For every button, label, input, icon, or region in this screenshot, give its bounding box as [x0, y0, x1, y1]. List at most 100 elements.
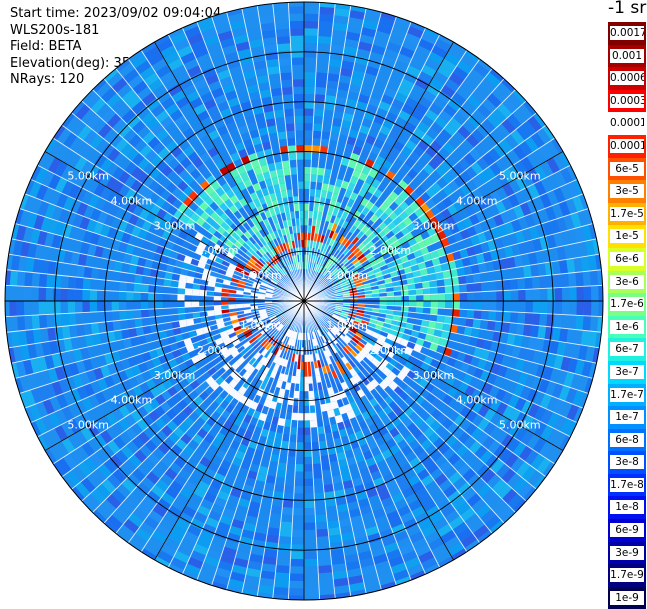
range-gate-cell — [200, 235, 210, 245]
range-gate-cell — [261, 279, 270, 286]
range-gate-cell — [270, 316, 278, 323]
range-gate-cell — [203, 362, 214, 372]
range-gate-cell — [452, 292, 460, 301]
range-gate-cell — [204, 73, 220, 86]
range-gate-cell — [79, 498, 96, 515]
range-gate-cell — [366, 270, 375, 277]
range-gate-cell — [182, 145, 196, 158]
range-gate-cell — [456, 220, 467, 232]
range-gate-cell — [399, 46, 415, 59]
range-gate-cell — [330, 346, 338, 354]
range-gate-cell — [547, 301, 555, 315]
range-gate-cell — [398, 357, 408, 367]
range-gate-cell — [260, 315, 269, 320]
range-gate-cell — [229, 104, 243, 115]
colorbar-level: 1e-9 — [608, 586, 646, 609]
range-gate-cell — [478, 262, 487, 274]
range-gate-cell — [265, 475, 277, 484]
range-gate-cell — [353, 276, 362, 282]
range-gate-cell — [492, 331, 502, 343]
range-gate-cell — [365, 240, 375, 249]
range-gate-cell — [251, 456, 262, 466]
range-gate-cell — [282, 267, 289, 275]
range-gate-cell — [293, 101, 304, 109]
range-gate-cell — [442, 103, 458, 118]
range-gate-cell — [539, 275, 548, 289]
range-gate-cell — [274, 191, 283, 200]
range-gate-cell — [222, 114, 236, 126]
range-gate-cell — [379, 234, 389, 244]
range-gate-cell — [245, 239, 254, 248]
range-gate-cell — [338, 428, 348, 438]
range-gate-cell — [297, 413, 304, 421]
range-gate-cell — [165, 264, 175, 274]
range-gate-cell — [361, 473, 373, 485]
range-gate-cell — [364, 433, 375, 444]
range-gate-cell — [480, 509, 497, 525]
range-gate-cell — [348, 84, 362, 94]
range-gate-cell — [56, 393, 69, 409]
range-gate-cell — [265, 342, 273, 351]
range-gate-cell — [231, 231, 241, 241]
range-gate-cell — [444, 78, 461, 93]
range-gate-cell — [89, 452, 104, 469]
range-gate-cell — [466, 225, 477, 238]
range-gate-cell — [248, 553, 264, 564]
range-gate-cell — [124, 161, 138, 175]
range-gate-cell — [226, 267, 235, 274]
range-gate-cell — [400, 444, 413, 457]
range-gate-cell — [349, 376, 358, 386]
range-gate-cell — [463, 353, 474, 365]
range-gate-cell — [357, 93, 371, 105]
range-gate-cell — [138, 208, 150, 221]
range-gate-cell — [530, 264, 540, 278]
range-gate-cell — [291, 529, 304, 538]
range-ring-label: 2.00km — [197, 244, 239, 257]
range-gate-cell — [28, 403, 42, 421]
range-gate-cell — [392, 216, 403, 226]
range-gate-cell — [473, 222, 484, 235]
range-gate-cell — [65, 350, 76, 365]
range-gate-cell — [373, 342, 383, 351]
range-gate-cell — [318, 13, 335, 23]
range-gate-cell — [526, 388, 539, 404]
range-gate-cell — [419, 268, 429, 277]
range-gate-cell — [272, 319, 280, 326]
range-gate-cell — [170, 557, 188, 571]
range-gate-cell — [38, 287, 47, 301]
range-gate-cell — [151, 215, 163, 227]
range-gate-cell — [561, 301, 570, 315]
range-gate-cell — [385, 479, 399, 491]
range-gate-cell — [396, 221, 407, 231]
range-gate-cell — [265, 534, 280, 544]
range-gate-cell — [465, 133, 480, 148]
range-gate-cell — [283, 320, 290, 327]
range-gate-cell — [134, 353, 145, 365]
range-gate-cell — [470, 327, 480, 338]
range-gate-cell — [280, 334, 287, 343]
range-gate-cell — [234, 266, 244, 274]
range-gate-cell — [501, 468, 517, 484]
range-gate-cell — [345, 493, 358, 504]
range-gate-cell — [391, 239, 402, 249]
range-gate-cell — [342, 112, 354, 123]
range-gate-cell — [67, 288, 76, 301]
range-gate-cell — [318, 433, 327, 442]
range-gate-cell — [381, 535, 397, 547]
range-gate-cell — [542, 365, 554, 381]
range-gate-cell — [276, 229, 283, 238]
range-gate-cell — [270, 505, 283, 515]
range-gate-cell — [422, 281, 431, 289]
range-gate-cell — [388, 555, 405, 568]
range-gate-cell — [143, 200, 155, 213]
range-gate-cell — [311, 441, 320, 450]
range-gate-cell — [352, 247, 361, 256]
range-gate-cell — [325, 285, 333, 290]
range-gate-cell — [352, 210, 362, 220]
range-gate-cell — [237, 497, 251, 509]
range-gate-cell — [224, 90, 238, 101]
range-gate-cell — [269, 315, 277, 321]
range-gate-cell — [319, 6, 335, 16]
range-gate-cell — [32, 328, 42, 344]
range-gate-cell — [320, 190, 328, 199]
